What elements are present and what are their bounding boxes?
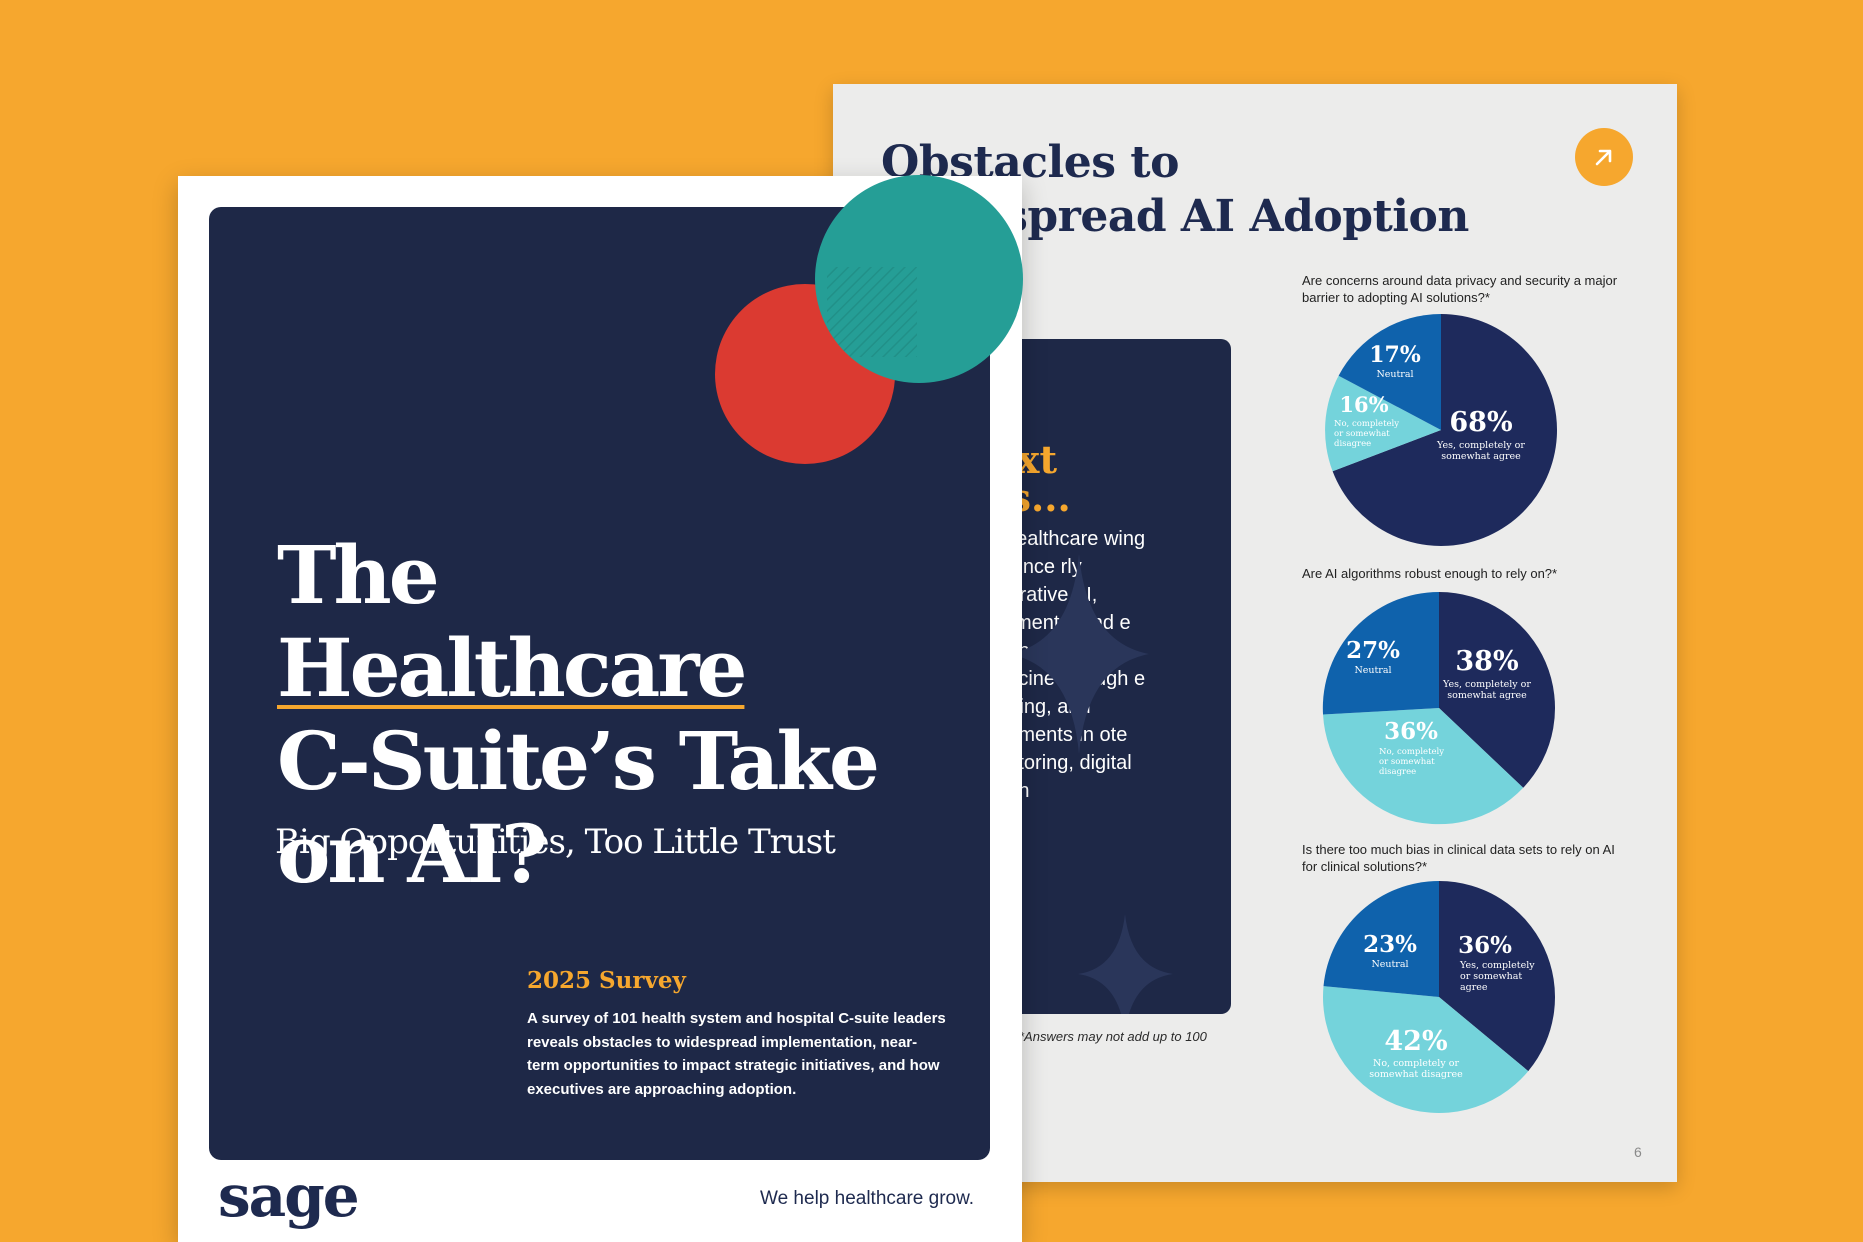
survey-question-3: Is there too much bias in clinical data …: [1302, 842, 1615, 874]
pie-chart-3: 36% Yes, completely or somewhat agree 23…: [1323, 881, 1556, 1113]
pie-slice-agree: [1439, 592, 1556, 788]
cover-subtitle: Big Opportunities, Too Little Trust: [275, 822, 836, 862]
pie-2-disagree-percent: 36%: [1384, 718, 1438, 745]
pie-2-disagree-label-3: disagree: [1379, 767, 1416, 777]
cover-title-line-3: on AI?: [277, 807, 548, 901]
pie-2-disagree-label-1: No, completely: [1379, 747, 1444, 757]
cover-title-highlight: Healthcare: [277, 621, 747, 715]
pie-1-disagree-label-1: No, completely: [1334, 419, 1399, 429]
pie-slice-disagree: [1323, 708, 1524, 825]
pie-3-disagree-percent: 42%: [1384, 1026, 1447, 1057]
cover-title-part-1: The: [277, 528, 440, 622]
pie-3-agree-percent: 36%: [1458, 932, 1512, 959]
pie-3-disagree-label-1: No, completely or: [1373, 1058, 1459, 1069]
pie-1-neutral-percent: 17%: [1369, 342, 1421, 368]
survey-question-1: Are concerns around data privacy and sec…: [1302, 273, 1618, 305]
pie-3-agree-label-3: agree: [1460, 982, 1488, 993]
pie-1-neutral-label: Neutral: [1376, 369, 1413, 380]
page-number: 6: [1634, 1144, 1642, 1160]
survey-label: 2025 Survey: [527, 967, 686, 994]
pie-3-neutral-label: Neutral: [1371, 959, 1408, 970]
pie-1-disagree-label-2: or somewhat: [1334, 429, 1390, 439]
pie-2-neutral-label: Neutral: [1354, 665, 1391, 676]
pie-2-agree-label-2: somewhat agree: [1447, 690, 1527, 701]
pie-chart-1: 68% Yes, completely or somewhat agree 17…: [1325, 314, 1558, 546]
survey-description: A survey of 101 health system and hospit…: [527, 1010, 946, 1098]
pie-2-disagree-label-2: or somewhat: [1379, 757, 1435, 767]
pie-slice-neutral: [1323, 881, 1439, 997]
pie-chart-2: 38% Yes, completely or somewhat agree 27…: [1322, 591, 1556, 825]
pie-2-agree-label-1: Yes, completely or: [1442, 679, 1531, 690]
survey-question-2: Are AI algorithms robust enough to rely …: [1302, 566, 1558, 581]
pie-2-agree-percent: 38%: [1455, 646, 1518, 677]
cover-title: The Healthcare C-Suite’s Take on AI?: [277, 529, 927, 901]
pie-1-agree-percent: 68%: [1449, 407, 1512, 438]
pie-slice-agree: [1439, 881, 1556, 1072]
footnote: *Answers may not add up to 100: [1019, 1029, 1207, 1044]
pie-1-disagree-percent: 16%: [1339, 392, 1388, 417]
teal-circle-decoration: [815, 175, 1023, 383]
pie-slice-disagree: [1323, 986, 1529, 1113]
arrow-up-right-button[interactable]: [1575, 128, 1633, 186]
sparkle-decoration-icon: [1009, 554, 1149, 754]
pie-3-disagree-label-2: somewhat disagree: [1369, 1069, 1463, 1080]
pie-1-disagree-label-3: disagree: [1334, 439, 1371, 449]
stripe-pattern-icon: [827, 267, 917, 357]
arrow-up-right-icon: [1595, 149, 1612, 166]
pie-1-agree-label-2: somewhat agree: [1441, 451, 1521, 462]
pie-slice-neutral: [1322, 591, 1439, 715]
brand-logo: sage: [218, 1162, 360, 1230]
pie-3-agree-label-2: or somewhat: [1460, 971, 1522, 982]
pie-slice-disagree: [1325, 375, 1441, 472]
pie-3-agree-label-1: Yes, completely: [1459, 960, 1535, 971]
sparkle-decoration-icon: [1078, 914, 1173, 1014]
pie-slice-agree: [1332, 314, 1558, 546]
tagline: We help healthcare grow.: [760, 1188, 975, 1209]
pie-1-agree-label-1: Yes, completely or: [1436, 440, 1525, 451]
pie-slice-neutral: [1338, 314, 1441, 430]
cover-title-line-2: C-Suite’s Take: [277, 714, 880, 808]
pie-2-neutral-percent: 27%: [1346, 637, 1400, 664]
pie-3-neutral-percent: 23%: [1363, 931, 1417, 958]
